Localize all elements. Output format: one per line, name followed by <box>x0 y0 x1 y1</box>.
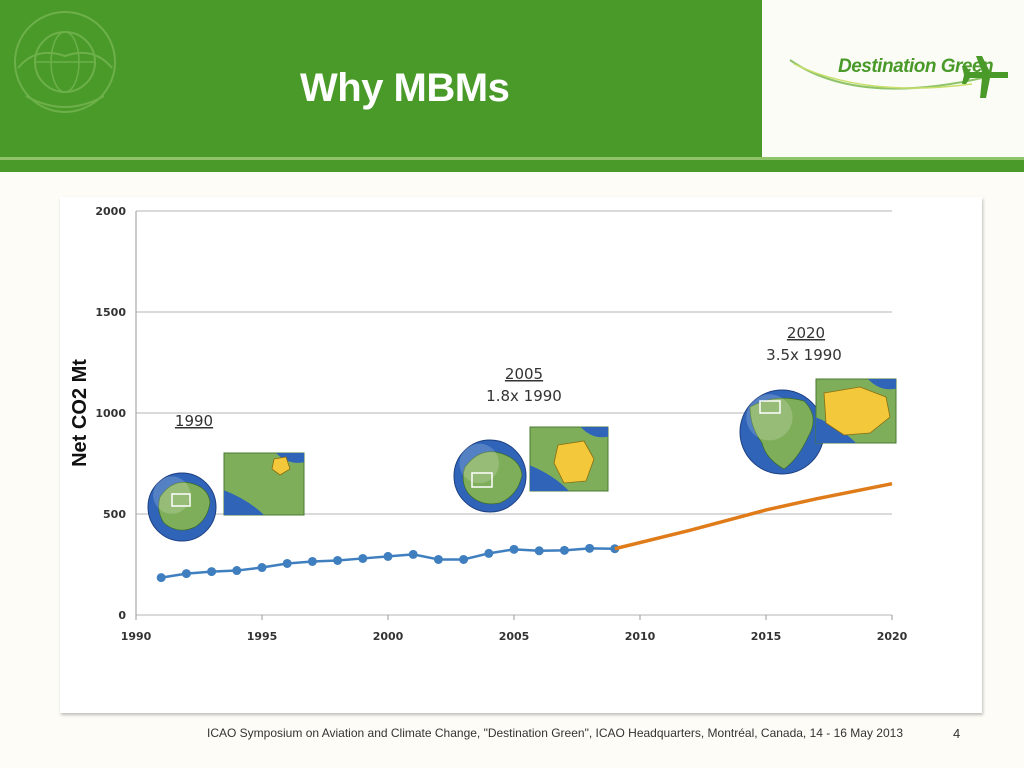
historical-data-point <box>559 545 569 555</box>
annotation-year: 1990 <box>175 412 213 430</box>
annotation-multiplier: 1.8x 1990 <box>486 387 562 405</box>
historical-data-point <box>459 554 469 564</box>
y-tick-label: 2000 <box>95 205 126 218</box>
map-inset-2005-sea <box>530 465 569 491</box>
historical-data-point <box>333 555 343 565</box>
map-inset-2005-sea-2 <box>580 427 608 438</box>
map-inset-2020-sea-2 <box>868 379 896 390</box>
globe-1990 <box>147 472 217 542</box>
globe-1990-focus-box <box>171 493 191 507</box>
y-axis-label: Net CO2 Mt <box>69 359 91 467</box>
historical-data-point <box>383 551 393 561</box>
historical-data-point <box>207 567 217 577</box>
x-tick-label: 2015 <box>751 630 782 643</box>
x-tick-label: 1990 <box>121 630 152 643</box>
x-tick-label: 2000 <box>373 630 404 643</box>
map-inset-2020-sea <box>816 417 856 443</box>
globe-2020-highlight <box>746 394 793 441</box>
header-band <box>0 160 1024 172</box>
destination-green-logo-icon <box>789 56 1008 98</box>
globe-2005 <box>453 439 527 513</box>
historical-data-point <box>534 546 544 556</box>
chart-frame: 0 500 1000 1500 2000 1990 1995 2000 2005 2010 2015… <box>60 197 982 713</box>
header-divider <box>0 157 1024 160</box>
y-tick-label: 1500 <box>95 306 126 319</box>
globe-2020-focus-box <box>759 400 781 414</box>
globe-2005-focus-box <box>471 472 493 488</box>
x-tick-label: 1995 <box>247 630 278 643</box>
historical-data-point <box>585 543 595 553</box>
y-tick-label: 0 <box>118 609 126 622</box>
historical-data-point <box>257 563 267 573</box>
map-inset-1990 <box>223 452 305 516</box>
page-number: 4 <box>953 726 961 741</box>
historical-data-point <box>433 554 443 564</box>
globe-2005-highlight <box>459 443 500 484</box>
annotation-multiplier: 3.5x 1990 <box>766 346 842 364</box>
slide-header: Why MBMs Destination Green <box>0 0 1024 172</box>
map-inset-2005 <box>529 426 609 492</box>
historical-data-point <box>181 569 191 579</box>
globe-2020 <box>739 389 825 475</box>
destination-green-logo-text: Destination Green <box>838 56 994 77</box>
x-tick-label: 2020 <box>877 630 908 643</box>
map-inset-1990-sea-2 <box>276 453 304 463</box>
map-inset-2005-highlight-country <box>553 440 595 484</box>
historical-data-point <box>484 548 494 558</box>
projection-series-line <box>614 481 893 551</box>
historical-data-point <box>509 544 519 554</box>
annotation-year: 2005 <box>505 365 543 383</box>
slide-title: Why MBMs <box>300 66 510 110</box>
historical-data-point <box>156 573 166 583</box>
historical-data-point <box>358 553 368 563</box>
map-inset-1990-highlight-country <box>271 456 291 476</box>
x-tick-label: 2010 <box>625 630 656 643</box>
historical-data-point <box>408 549 418 559</box>
historical-data-point <box>307 556 317 566</box>
map-inset-2020-highlight-country <box>823 386 891 436</box>
y-tick-label: 500 <box>103 508 126 521</box>
historical-data-point <box>282 558 292 568</box>
co2-emissions-chart: 0 500 1000 1500 2000 1990 1995 2000 2005 2010 2015… <box>69 205 908 643</box>
x-tick-label: 2005 <box>499 630 530 643</box>
header-green-panel <box>0 0 762 157</box>
y-tick-label: 1000 <box>95 407 126 420</box>
annotation-year: 2020 <box>787 324 825 342</box>
icao-emblem-icon <box>14 11 116 113</box>
globe-2020-land <box>749 397 814 470</box>
slide-footer: ICAO Symposium on Aviation and Climate C… <box>207 726 903 740</box>
map-inset-2020 <box>815 378 897 444</box>
historical-data-point <box>232 566 242 576</box>
map-inset-1990-sea <box>224 490 264 515</box>
